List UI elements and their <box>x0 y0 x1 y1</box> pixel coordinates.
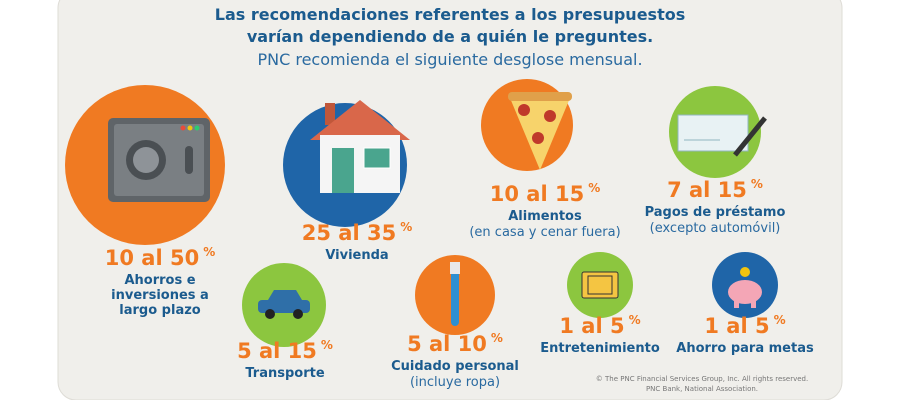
category-label: Cuidado personal <box>391 359 519 374</box>
category-note: (incluye ropa) <box>410 375 500 390</box>
subtitle: PNC recomienda el siguiente desglose men… <box>257 50 642 69</box>
percent-range: 10 al 15% <box>490 181 600 206</box>
percent-range: 1 al 5% <box>704 313 785 338</box>
category-label: largo plazo <box>119 303 201 318</box>
category-note: (en casa y cenar fuera) <box>469 225 620 240</box>
unit-text: % <box>321 338 333 352</box>
unit-text: % <box>751 177 763 191</box>
category-label: inversiones a <box>111 288 209 303</box>
toothbrush-icon <box>450 262 460 326</box>
unit-text: % <box>203 245 215 259</box>
unit-text: % <box>774 313 786 327</box>
percent-range: 5 al 15% <box>237 338 333 363</box>
car-icon <box>258 290 310 319</box>
percent-range: 5 al 10% <box>407 331 503 356</box>
unit-text: % <box>400 220 412 234</box>
range-text: 5 al 15 <box>237 339 317 363</box>
category-note: (excepto automóvil) <box>650 221 781 236</box>
percent-range: 25 al 35% <box>302 220 412 245</box>
percent-range: 10 al 50% <box>105 245 215 270</box>
unit-text: % <box>629 313 641 327</box>
ticket-icon <box>581 271 619 299</box>
percent-range: 1 al 5% <box>559 313 640 338</box>
title-line: varían dependiendo de a quién le pregunt… <box>247 27 653 46</box>
range-text: 7 al 15 <box>667 178 747 202</box>
footer-line: © The PNC Financial Services Group, Inc.… <box>596 375 808 383</box>
range-text: 5 al 10 <box>407 332 487 356</box>
range-text: 1 al 5 <box>704 314 769 338</box>
footer-line: PNC Bank, National Association. <box>646 385 758 393</box>
pizza-icon <box>508 92 572 170</box>
category-label: Ahorros e <box>124 273 195 288</box>
category-label: Transporte <box>245 366 324 381</box>
category-label: Pagos de préstamo <box>645 205 786 220</box>
unit-text: % <box>588 181 600 195</box>
range-text: 25 al 35 <box>302 221 396 245</box>
safe-icon <box>108 118 210 202</box>
piggy-icon <box>728 267 762 308</box>
category-label: Alimentos <box>508 209 582 224</box>
check-icon <box>677 114 767 157</box>
unit-text: % <box>491 331 503 345</box>
house-icon <box>310 100 410 193</box>
range-text: 1 al 5 <box>559 314 624 338</box>
category-label: Ahorro para metas <box>676 341 814 356</box>
title-line: Las recomendaciones referentes a los pre… <box>215 5 685 24</box>
range-text: 10 al 15 <box>490 182 584 206</box>
icons <box>108 92 767 326</box>
percent-range: 7 al 15% <box>667 177 763 202</box>
range-text: 10 al 50 <box>105 246 199 270</box>
category-label: Entretenimiento <box>540 341 660 356</box>
category-label: Vivienda <box>325 248 388 263</box>
